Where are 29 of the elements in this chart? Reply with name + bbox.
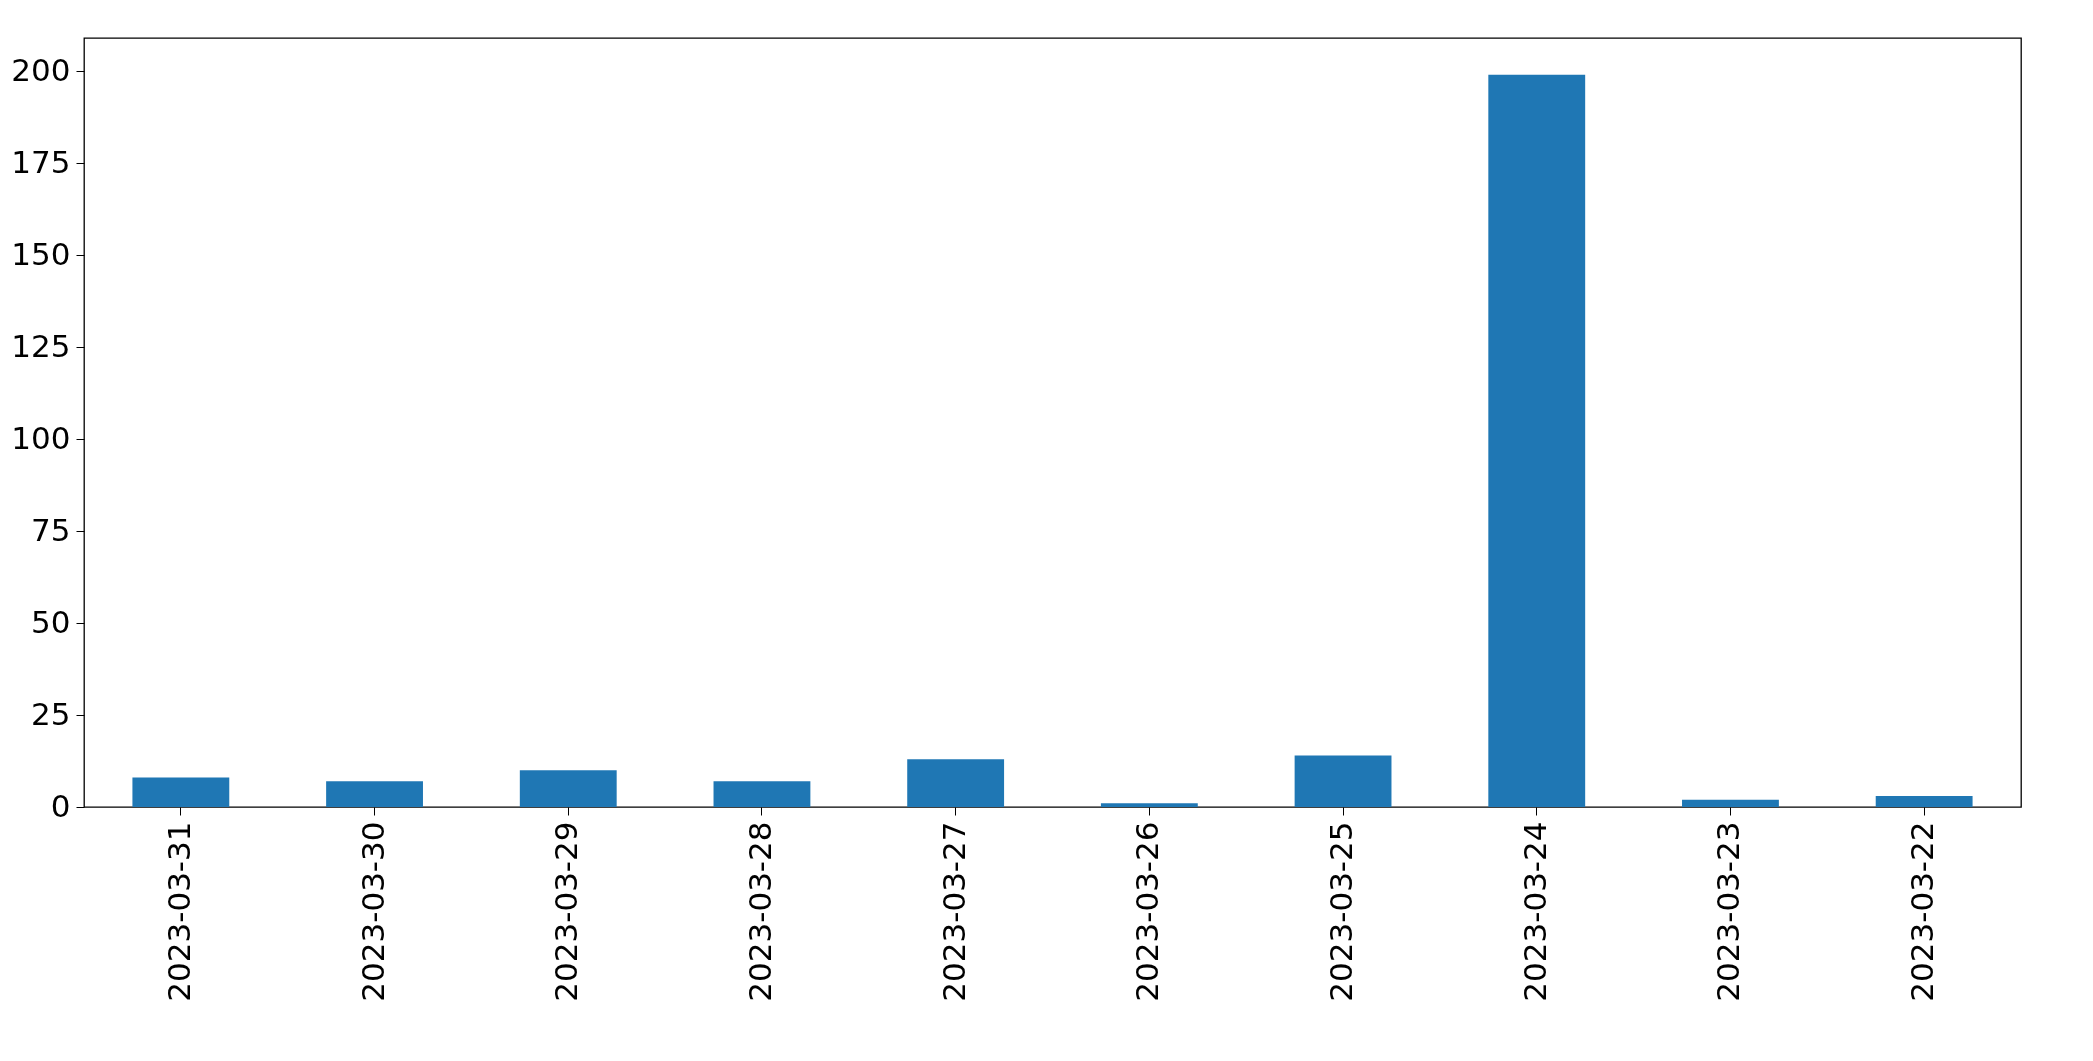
x-tick-label: 2023-03-22	[1904, 821, 1941, 1002]
bar	[132, 777, 230, 807]
y-tick-label: 25	[31, 695, 71, 732]
x-tick-label: 2023-03-27	[935, 821, 972, 1002]
y-tick-label: 125	[11, 327, 71, 364]
bar	[326, 781, 423, 807]
y-tick-label: 50	[31, 603, 71, 640]
x-tick-label: 2023-03-29	[548, 821, 585, 1002]
x-tick-label: 2023-03-24	[1516, 821, 1553, 1002]
x-tick-label: 2023-03-25	[1323, 821, 1360, 1002]
bar	[519, 770, 617, 807]
x-tick-label: 2023-03-23	[1710, 821, 1747, 1002]
y-tick-label: 75	[31, 511, 71, 548]
x-tick-label: 2023-03-28	[741, 821, 778, 1002]
x-tick-label: 2023-03-30	[354, 821, 391, 1002]
bar	[907, 759, 1005, 807]
bar	[1682, 799, 1779, 807]
y-tick-label: 100	[11, 419, 71, 456]
y-tick-label: 175	[11, 143, 71, 180]
bar	[713, 781, 811, 807]
x-tick-label: 2023-03-31	[160, 821, 197, 1002]
y-tick-label: 0	[50, 787, 71, 824]
bar	[1294, 755, 1392, 807]
bar	[1100, 803, 1198, 807]
bar	[1875, 795, 1973, 807]
y-tick-label: 200	[11, 51, 71, 88]
y-tick-label: 150	[11, 235, 71, 272]
bar	[1488, 74, 1586, 807]
x-tick-label: 2023-03-26	[1129, 821, 1166, 1002]
